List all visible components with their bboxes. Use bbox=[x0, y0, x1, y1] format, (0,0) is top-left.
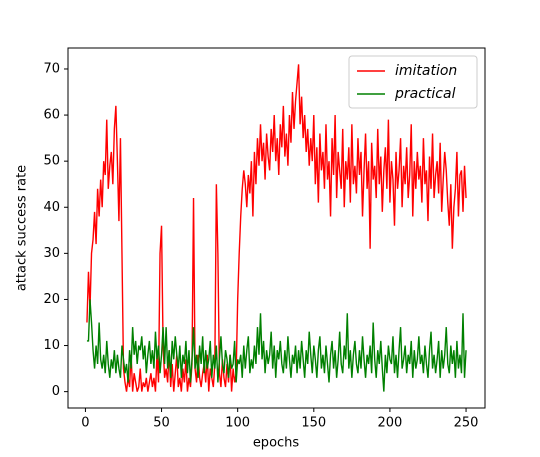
y-tick-label: 0 bbox=[52, 384, 60, 399]
x-axis-label: epochs bbox=[253, 436, 300, 451]
plot-frame bbox=[67, 47, 486, 409]
x-tick-label: 250 bbox=[454, 416, 479, 431]
x-tick-label: 100 bbox=[225, 416, 250, 431]
legend-label: imitation bbox=[395, 63, 457, 79]
x-tick-label: 0 bbox=[81, 416, 89, 431]
y-tick-label: 50 bbox=[43, 154, 60, 169]
y-tick-label: 70 bbox=[43, 61, 60, 76]
x-tick-label: 50 bbox=[153, 416, 170, 431]
legend-label: practical bbox=[394, 86, 456, 102]
y-tick-label: 20 bbox=[43, 292, 60, 307]
y-tick-label: 60 bbox=[43, 108, 60, 123]
y-tick-label: 40 bbox=[43, 200, 60, 215]
y-tick-label: 30 bbox=[43, 246, 60, 261]
x-tick-label: 150 bbox=[301, 416, 326, 431]
series-line bbox=[86, 299, 467, 392]
y-axis-label: attack success rate bbox=[15, 165, 30, 291]
series-line bbox=[86, 64, 467, 392]
x-tick-label: 200 bbox=[378, 416, 403, 431]
legend-box bbox=[348, 55, 478, 109]
y-tick-label: 10 bbox=[43, 338, 60, 353]
